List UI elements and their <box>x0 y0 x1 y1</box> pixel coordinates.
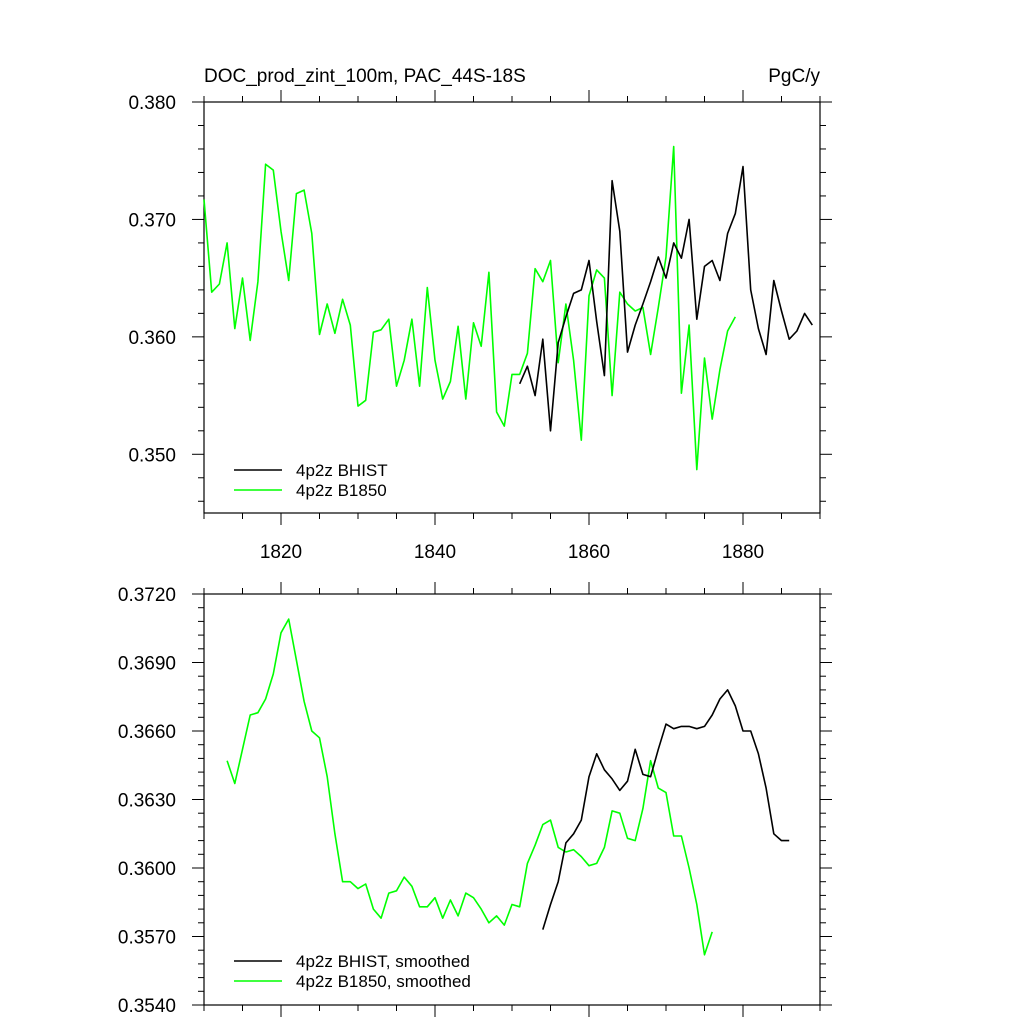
bottom-legend-label-b1850: 4p2z B1850, smoothed <box>296 972 471 991</box>
bottom-y-tick-label: 0.3690 <box>118 654 176 675</box>
top-panel-title: DOC_prod_zint_100m, PAC_44S-18S <box>204 66 526 87</box>
bottom-legend-label-bhist: 4p2z BHIST, smoothed <box>296 952 470 971</box>
bottom-legend: 4p2z BHIST, smoothed 4p2z B1850, smoothe… <box>234 952 471 991</box>
bottom-y-tick-label: 0.3630 <box>118 791 176 812</box>
bottom-y-tick-label: 0.3570 <box>118 928 176 949</box>
bottom-panel: 0.3540 0.3570 0.3600 0.3630 0.3660 0.3690 0.37… <box>118 582 832 1017</box>
top-series-line-bhist <box>518 165 813 432</box>
bottom-x-axis <box>280 582 744 1017</box>
top-y-tick-label: 0.370 <box>128 210 176 231</box>
top-panel: DOC_prod_zint_100m, PAC_44S-18S PgC/y 0.… <box>128 66 832 563</box>
bottom-y-tick-label: 0.3540 <box>118 996 176 1017</box>
bottom-y-tick-label: 0.3660 <box>118 722 176 743</box>
top-legend-label-bhist: 4p2z BHIST <box>296 461 388 480</box>
bottom-series-line-bhist <box>542 689 790 930</box>
top-y-tick-label: 0.360 <box>128 328 176 349</box>
top-panel-units: PgC/y <box>768 66 820 87</box>
top-y-tick-label: 0.350 <box>128 445 176 466</box>
top-y-axis: 0.350 0.360 0.370 0.380 <box>128 93 832 466</box>
top-x-tick-label: 1880 <box>722 542 764 563</box>
bottom-series-line-b1850 <box>226 618 713 956</box>
bottom-y-tick-label: 0.3720 <box>118 585 176 606</box>
bottom-y-axis: 0.3540 0.3570 0.3600 0.3630 0.3660 0.3690 0.37… <box>118 585 832 1017</box>
top-x-axis: 1820 1840 1860 1880 <box>260 90 764 563</box>
top-y-tick-label: 0.380 <box>128 93 176 114</box>
top-x-tick-label: 1860 <box>568 542 610 563</box>
bottom-y-tick-label: 0.3600 <box>118 859 176 880</box>
bottom-minor-ticks <box>198 588 826 1011</box>
bottom-series-lines <box>226 618 790 956</box>
top-minor-ticks <box>198 96 826 519</box>
top-series-lines <box>203 145 813 471</box>
top-x-tick-label: 1840 <box>414 542 456 563</box>
top-x-tick-label: 1820 <box>260 542 302 563</box>
top-series-line-b1850 <box>203 145 737 471</box>
top-legend-label-b1850: 4p2z B1850 <box>296 481 387 500</box>
top-legend: 4p2z BHIST 4p2z B1850 <box>234 461 388 500</box>
